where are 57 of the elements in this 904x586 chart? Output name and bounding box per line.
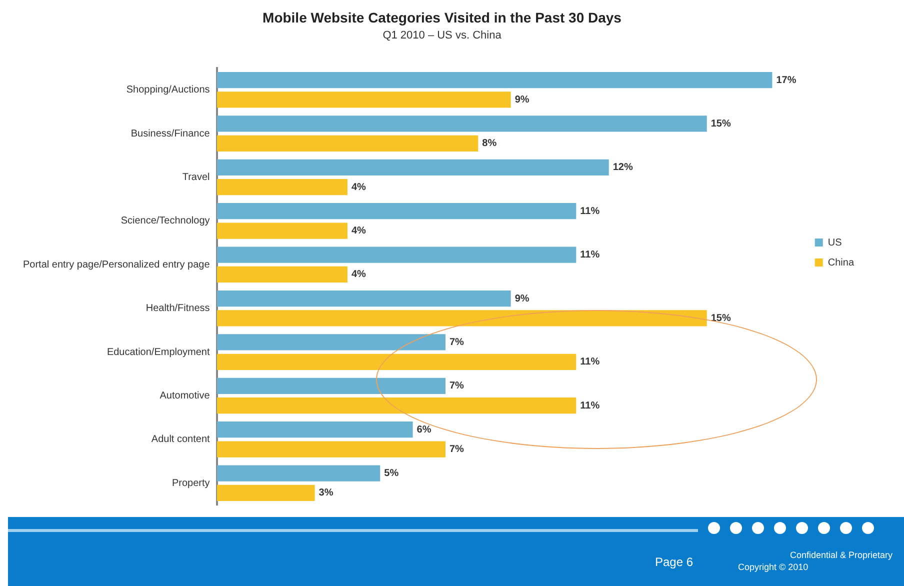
- text: Confidential & Proprietary: [790, 550, 893, 560]
- bar: [216, 135, 478, 152]
- data-label: 3%: [318, 488, 334, 499]
- y-tick-label: Health/Fitness: [146, 303, 210, 314]
- data-label: 15%: [710, 118, 731, 130]
- y-tick-label: Adult content: [151, 434, 210, 446]
- y-tick-label: Education/Employment: [106, 346, 210, 358]
- data-label: 9%: [514, 293, 530, 304]
- data-label: 8%: [482, 138, 497, 150]
- data-label: 11%: [580, 250, 600, 261]
- y-tick-label: Portal entry page/Personalized entry page: [22, 259, 210, 270]
- bar: [216, 484, 315, 502]
- text: Page 6: [655, 555, 694, 569]
- data-label: 15%: [710, 312, 731, 324]
- bar: [216, 72, 772, 88]
- data-label: 17%: [776, 74, 796, 86]
- data-label: 5%: [384, 468, 399, 480]
- y-tick-label: Property: [172, 478, 210, 489]
- legend-label: China: [828, 257, 854, 268]
- bar: [216, 203, 576, 220]
- y-tick-label: Shopping/Auctions: [126, 84, 210, 96]
- bar: [216, 465, 380, 482]
- bar: [216, 290, 511, 307]
- data-label: 4%: [351, 182, 366, 193]
- y-tick-label: Travel: [182, 172, 210, 183]
- bar: [216, 246, 576, 263]
- bar: [216, 441, 446, 458]
- bar: [216, 422, 413, 438]
- bar: [216, 116, 707, 132]
- data-label: 11%: [580, 356, 600, 368]
- bar: [216, 334, 446, 350]
- bar: [216, 266, 348, 283]
- bar: [216, 179, 348, 196]
- data-label: 4%: [351, 269, 366, 280]
- data-label: 9%: [514, 94, 530, 106]
- data-label: 4%: [351, 226, 366, 237]
- bar: [216, 354, 576, 370]
- bar: [216, 222, 348, 239]
- chart-subtitle: Q1 2010 – US vs. China: [382, 29, 502, 42]
- legend-label: US: [828, 237, 842, 248]
- text: Copyright © 2010: [738, 562, 808, 572]
- data-label: 12%: [612, 162, 633, 174]
- y-tick-label: Automotive: [160, 390, 210, 402]
- data-label: 7%: [449, 336, 464, 348]
- chart-title: Mobile Website Categories Visited in the Past 30 Days: [262, 9, 622, 26]
- data-label: 7%: [449, 444, 464, 456]
- bar: [216, 398, 576, 414]
- data-label: 7%: [449, 380, 464, 392]
- bar: [216, 92, 511, 108]
- y-tick-label: Science/Technology: [120, 216, 210, 227]
- bar: [216, 378, 446, 394]
- bar: [216, 159, 609, 176]
- data-label: 11%: [580, 400, 600, 412]
- bar: [216, 310, 707, 326]
- data-label: 11%: [580, 206, 600, 217]
- data-label: 6%: [416, 424, 432, 436]
- y-tick-label: Business/Finance: [130, 128, 210, 140]
